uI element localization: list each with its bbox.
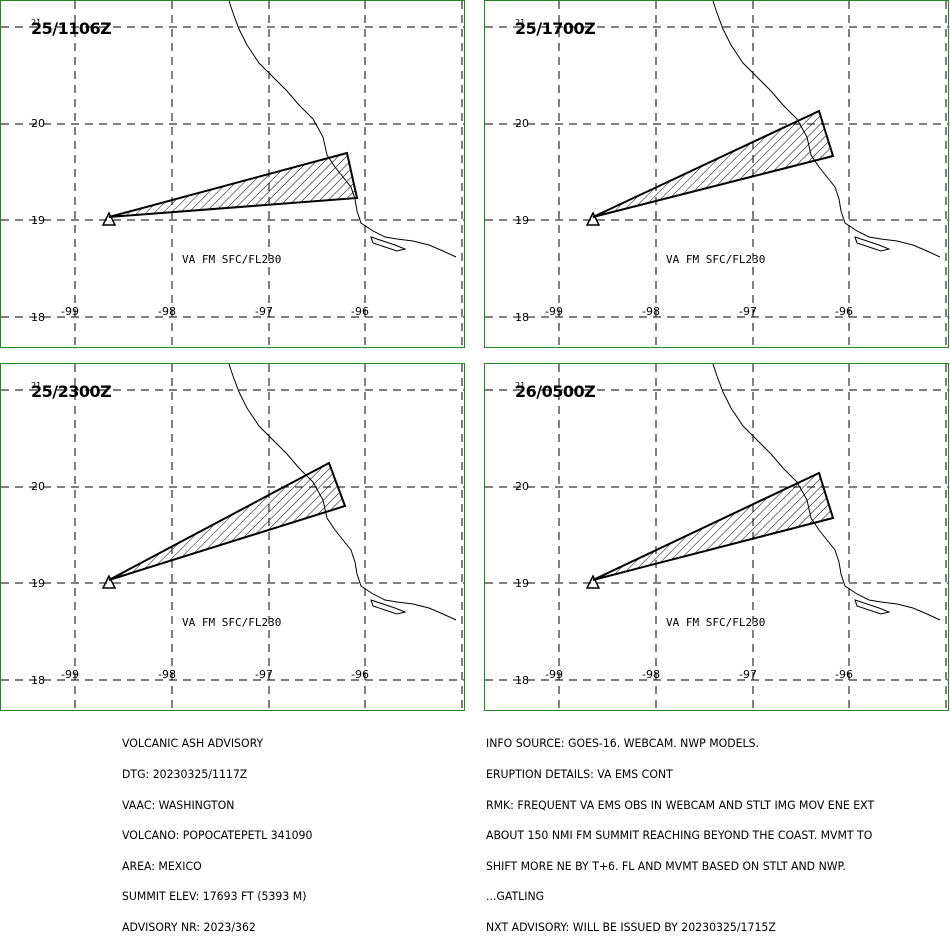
lat-label-20: 20 xyxy=(31,480,45,493)
lat-label-18: 18 xyxy=(515,674,529,687)
lon-label-97: -97 xyxy=(739,305,757,318)
lon-label-97: -97 xyxy=(255,668,273,681)
map-panel-4: 21 26/0500Z VA FM SFC/FL230 20 19 18 -99… xyxy=(484,363,949,711)
ash-cloud-polygon xyxy=(108,151,359,218)
corner-mark: 21 xyxy=(515,381,526,390)
ash-cloud-polygon xyxy=(592,471,835,581)
forecast-time: 25/1700Z xyxy=(515,19,596,38)
ash-cloud-polygon xyxy=(592,109,835,218)
map-panel-1: 21 25/1106Z VA FM SFC/FL230 20 19 18 -99… xyxy=(0,0,465,348)
lat-label-19: 19 xyxy=(515,577,529,590)
lat-label-18: 18 xyxy=(31,674,45,687)
map-canvas-4 xyxy=(485,364,948,710)
volcano-icon xyxy=(101,211,117,226)
advisory-line: DTG: 20230325/1117Z xyxy=(122,767,248,782)
lon-label-97: -97 xyxy=(739,668,757,681)
advisory-line: ...GATLING xyxy=(486,889,545,904)
lon-label-96: -96 xyxy=(351,305,369,318)
flight-level-label: VA FM SFC/FL230 xyxy=(666,253,766,266)
forecast-time: 25/1106Z xyxy=(31,19,112,38)
corner-mark: 21 xyxy=(515,18,526,27)
advisory-line: INFO SOURCE: GOES-16. WEBCAM. NWP MODELS… xyxy=(486,736,760,751)
volcano-icon xyxy=(585,574,601,589)
lon-label-98: -98 xyxy=(642,668,660,681)
flight-level-label: VA FM SFC/FL230 xyxy=(666,616,766,629)
flight-level-label: VA FM SFC/FL230 xyxy=(182,253,282,266)
advisory-line: SHIFT MORE NE BY T+6. FL AND MVMT BASED … xyxy=(486,858,846,873)
lat-label-19: 19 xyxy=(31,214,45,227)
advisory-remarks-block: INFO SOURCE: GOES-16. WEBCAM. NWP MODELS… xyxy=(486,718,874,942)
coastline xyxy=(228,364,457,621)
ash-cloud-polygon xyxy=(108,461,347,581)
lon-label-99: -99 xyxy=(545,305,563,318)
map-canvas-3 xyxy=(1,364,464,710)
lat-label-20: 20 xyxy=(31,117,45,130)
lon-label-99: -99 xyxy=(61,668,79,681)
advisory-line: NXT ADVISORY: WILL BE ISSUED BY 20230325… xyxy=(486,920,776,935)
map-canvas-2 xyxy=(485,1,948,347)
coastline xyxy=(228,1,457,258)
lon-label-96: -96 xyxy=(835,305,853,318)
advisory-line: VOLCANIC ASH ADVISORY xyxy=(122,736,264,751)
lon-label-98: -98 xyxy=(158,305,176,318)
lat-label-18: 18 xyxy=(31,311,45,324)
advisory-line: ADVISORY NR: 2023/362 xyxy=(122,920,256,935)
volcano-icon xyxy=(585,211,601,226)
lon-label-98: -98 xyxy=(642,305,660,318)
advisory-line: AREA: MEXICO xyxy=(122,858,202,873)
forecast-time: 26/0500Z xyxy=(515,382,596,401)
advisory-line: RMK: FREQUENT VA EMS OBS IN WEBCAM AND S… xyxy=(486,797,875,812)
lon-label-99: -99 xyxy=(61,305,79,318)
lon-label-97: -97 xyxy=(255,305,273,318)
lat-label-19: 19 xyxy=(515,214,529,227)
lat-label-19: 19 xyxy=(31,577,45,590)
lon-label-98: -98 xyxy=(158,668,176,681)
coastline-inlet xyxy=(370,599,407,615)
lat-label-20: 20 xyxy=(515,480,529,493)
corner-mark: 21 xyxy=(31,381,42,390)
map-canvas-1 xyxy=(1,1,464,347)
map-panel-3: 21 25/2300Z VA FM SFC/FL230 20 19 18 -99… xyxy=(0,363,465,711)
map-panel-2: 21 25/1700Z VA FM SFC/FL230 20 19 18 -99… xyxy=(484,0,949,348)
volcano-icon xyxy=(101,574,117,589)
flight-level-label: VA FM SFC/FL230 xyxy=(182,616,282,629)
advisory-header-block: VOLCANIC ASH ADVISORY DTG: 20230325/1117… xyxy=(122,718,312,942)
coastline-inlet xyxy=(854,599,891,615)
coastline xyxy=(712,1,941,258)
advisory-line: VAAC: WASHINGTON xyxy=(122,797,235,812)
coastline-inlet xyxy=(854,236,891,252)
advisory-line: VOLCANO: POPOCATEPETL 341090 xyxy=(122,828,313,843)
lon-label-96: -96 xyxy=(835,668,853,681)
lon-label-99: -99 xyxy=(545,668,563,681)
lon-label-96: -96 xyxy=(351,668,369,681)
lat-label-20: 20 xyxy=(515,117,529,130)
coastline xyxy=(712,364,941,621)
forecast-time: 25/2300Z xyxy=(31,382,112,401)
advisory-line: SUMMIT ELEV: 17693 FT (5393 M) xyxy=(122,889,307,904)
coastline-inlet xyxy=(370,236,407,252)
advisory-line: ABOUT 150 NMI FM SUMMIT REACHING BEYOND … xyxy=(486,828,873,843)
corner-mark: 21 xyxy=(31,18,42,27)
advisory-line: ERUPTION DETAILS: VA EMS CONT xyxy=(486,767,673,782)
lat-label-18: 18 xyxy=(515,311,529,324)
